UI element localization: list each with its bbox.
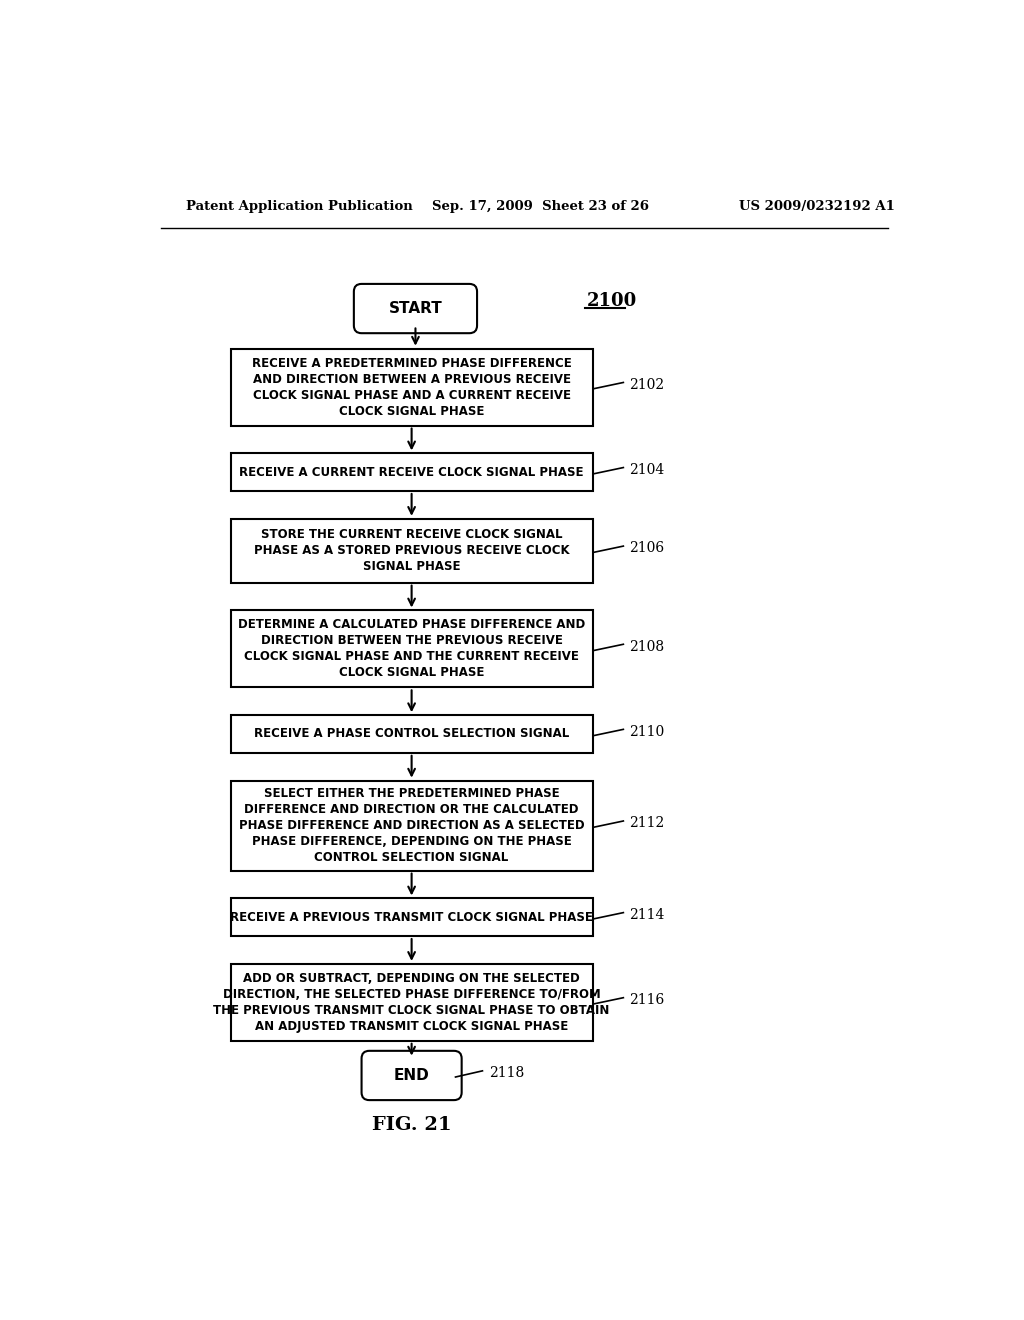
Bar <box>230 348 593 425</box>
Text: RECEIVE A CURRENT RECEIVE CLOCK SIGNAL PHASE: RECEIVE A CURRENT RECEIVE CLOCK SIGNAL P… <box>240 466 584 479</box>
Text: SELECT EITHER THE PREDETERMINED PHASE
DIFFERENCE AND DIRECTION OR THE CALCULATED: SELECT EITHER THE PREDETERMINED PHASE DI… <box>239 787 585 865</box>
Text: ADD OR SUBTRACT, DEPENDING ON THE SELECTED
DIRECTION, THE SELECTED PHASE DIFFERE: ADD OR SUBTRACT, DEPENDING ON THE SELECT… <box>213 972 610 1032</box>
Bar <box>230 715 593 752</box>
Text: 2110: 2110 <box>630 725 665 739</box>
FancyBboxPatch shape <box>361 1051 462 1100</box>
Text: 2112: 2112 <box>630 816 665 830</box>
Text: US 2009/0232192 A1: US 2009/0232192 A1 <box>739 199 895 213</box>
Text: 2100: 2100 <box>587 292 637 310</box>
Text: 2102: 2102 <box>630 378 665 392</box>
Text: 2114: 2114 <box>630 908 665 921</box>
Bar <box>230 610 593 688</box>
Text: Sep. 17, 2009  Sheet 23 of 26: Sep. 17, 2009 Sheet 23 of 26 <box>432 199 649 213</box>
Text: END: END <box>394 1068 429 1082</box>
Text: DETERMINE A CALCULATED PHASE DIFFERENCE AND
DIRECTION BETWEEN THE PREVIOUS RECEI: DETERMINE A CALCULATED PHASE DIFFERENCE … <box>238 618 586 680</box>
Bar <box>230 964 593 1040</box>
Bar <box>230 780 593 871</box>
Text: RECEIVE A PHASE CONTROL SELECTION SIGNAL: RECEIVE A PHASE CONTROL SELECTION SIGNAL <box>254 727 569 741</box>
FancyBboxPatch shape <box>354 284 477 333</box>
Text: 2116: 2116 <box>630 993 665 1007</box>
Text: 2106: 2106 <box>630 541 665 556</box>
Text: RECEIVE A PREVIOUS TRANSMIT CLOCK SIGNAL PHASE: RECEIVE A PREVIOUS TRANSMIT CLOCK SIGNAL… <box>230 911 593 924</box>
Bar <box>230 899 593 936</box>
Text: RECEIVE A PREDETERMINED PHASE DIFFERENCE
AND DIRECTION BETWEEN A PREVIOUS RECEIV: RECEIVE A PREDETERMINED PHASE DIFFERENCE… <box>252 356 571 417</box>
Text: Patent Application Publication: Patent Application Publication <box>186 199 413 213</box>
Text: 2104: 2104 <box>630 463 665 477</box>
Text: START: START <box>388 301 442 315</box>
Text: 2118: 2118 <box>488 1067 524 1080</box>
Text: FIG. 21: FIG. 21 <box>372 1115 452 1134</box>
Bar <box>230 519 593 582</box>
Bar <box>230 453 593 491</box>
Text: 2108: 2108 <box>630 640 665 653</box>
Text: STORE THE CURRENT RECEIVE CLOCK SIGNAL
PHASE AS A STORED PREVIOUS RECEIVE CLOCK
: STORE THE CURRENT RECEIVE CLOCK SIGNAL P… <box>254 528 569 573</box>
